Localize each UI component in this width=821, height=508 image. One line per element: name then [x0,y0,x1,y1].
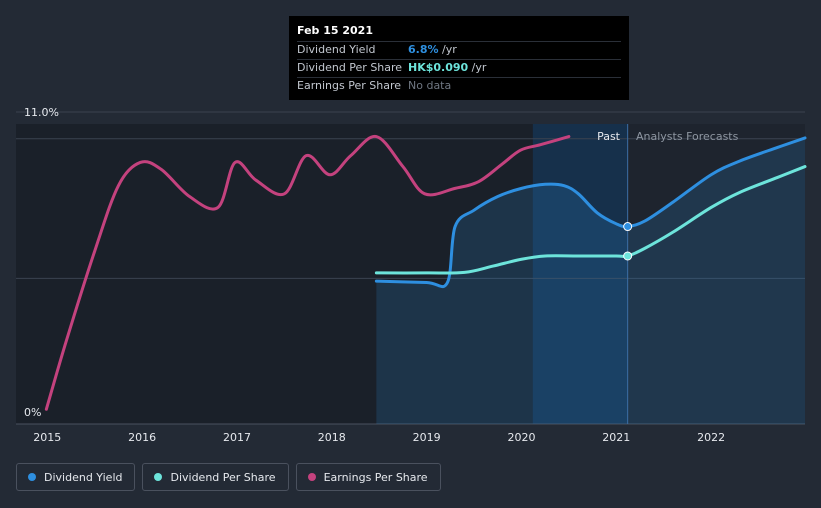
grid-lines [16,111,805,425]
dividend-yield-marker [623,222,633,232]
tooltip-unit: /yr [468,61,487,74]
dividend-per-share-line [374,165,807,275]
tooltip-row-dividend-per-share: Dividend Per Share HK$0.090 /yr [297,59,621,76]
x-tick-label: 2021 [602,431,630,444]
dividend-yield-area [376,137,805,424]
legend-item-earnings-per-share[interactable]: Earnings Per Share [295,463,441,491]
x-tick-label: 2015 [33,431,61,444]
tooltip-date: Feb 15 2021 [297,24,373,37]
x-tick-label: 2022 [697,431,725,444]
tooltip-unit: /yr [438,43,457,56]
tooltip-label: Dividend Per Share [297,61,403,74]
highlight-band [532,124,628,424]
legend-item-dividend-per-share[interactable]: Dividend Per Share [142,463,289,491]
dividend-yield-line [374,136,807,289]
earnings-per-share-line [44,135,571,411]
x-tick-label: 2020 [507,431,535,444]
legend-label: Dividend Yield [44,470,123,484]
axis-ticks: 2015 2016 2017 2018 2019 2020 2021 2022 [33,431,725,444]
x-tick-label: 2017 [223,431,251,444]
past-label: Past [597,130,621,143]
legend-label: Earnings Per Share [323,470,428,484]
x-tick-label: 2016 [128,431,156,444]
tooltip-markers [623,222,633,261]
x-tick-label: 2019 [413,431,441,444]
y-tick-label-bottom: 0% [24,406,41,419]
tooltip: Feb 15 2021 Dividend Yield 6.8% /yr Divi… [289,16,629,100]
x-tick-label: 2018 [318,431,346,444]
legend-label: Dividend Per Share [170,470,276,484]
dividend-per-share-marker [623,251,633,261]
legend-dot-icon [28,473,36,481]
tooltip-value: No data [408,79,452,92]
tooltip-label: Dividend Yield [297,43,376,56]
legend-item-dividend-yield[interactable]: Dividend Yield [16,463,136,491]
tooltip-value: 6.8% [408,43,439,56]
tooltip-row-dividend-yield: Dividend Yield 6.8% /yr [297,41,621,58]
legend-dot-icon [154,473,163,481]
area-fill-layer [376,137,805,424]
forecast-label: Analysts Forecasts [636,130,739,143]
series-lines [44,135,807,411]
y-tick-label-top: 11.0% [24,106,59,119]
past-region-shade [16,124,628,424]
tooltip-row-earnings-per-share: Earnings Per Share No data [297,77,621,94]
plot-background [16,124,805,424]
tooltip-label: Earnings Per Share [297,79,402,92]
chart-legend: Dividend Yield Dividend Per Share Earnin… [16,463,441,491]
legend-dot-icon [307,473,316,481]
tooltip-value: HK$0.090 [408,61,469,74]
